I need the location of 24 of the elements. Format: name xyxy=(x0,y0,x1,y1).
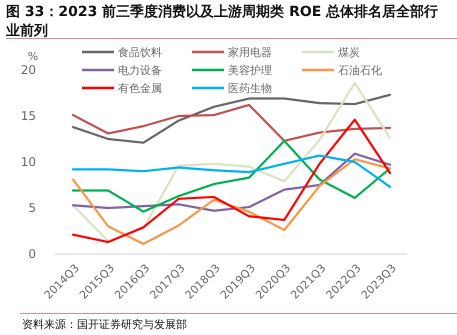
legend-label: 电力设备 xyxy=(118,64,162,77)
legend-label: 食品饮料 xyxy=(118,46,162,59)
y-tick-label: 0 xyxy=(28,247,36,262)
y-tick-label: 20 xyxy=(20,63,36,78)
y-axis-title: % xyxy=(28,50,38,63)
legend-label: 家用电器 xyxy=(228,46,272,59)
line-series xyxy=(72,154,392,188)
chart-title: 图 33：2023 前三季度消费以及上游周期类 ROE 总体排名居全部行业前列 xyxy=(5,3,438,39)
legend-label: 美容护理 xyxy=(228,64,272,77)
line-series xyxy=(72,82,392,242)
line-series xyxy=(72,158,392,245)
legend-label: 煤炭 xyxy=(338,46,360,59)
line-series xyxy=(72,104,392,142)
y-tick-label: 15 xyxy=(20,109,36,124)
line-series xyxy=(72,94,392,144)
line-series xyxy=(72,118,392,244)
legend-label: 石油石化 xyxy=(338,64,382,77)
legend-label: 有色金属 xyxy=(118,82,162,95)
line-series xyxy=(72,140,392,213)
line-series xyxy=(72,152,392,212)
legend-label: 医药生物 xyxy=(228,82,272,95)
text: 资料来源：国开证券研究与发展部 xyxy=(22,318,187,331)
y-tick-label: 5 xyxy=(28,201,36,216)
y-tick-label: 10 xyxy=(20,155,36,170)
